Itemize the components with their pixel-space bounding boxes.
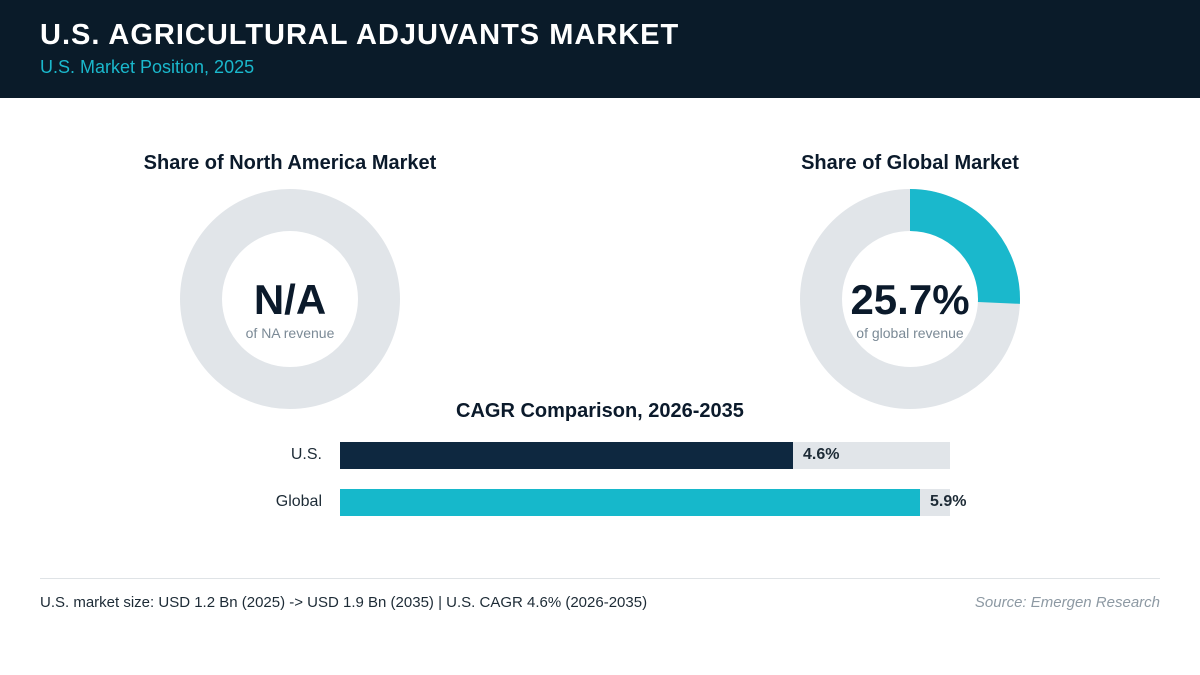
global-donut-title: Share of Global Market	[801, 152, 1019, 174]
global-share-value: 25.7%	[850, 276, 970, 323]
na-share-donut	[180, 189, 400, 409]
bar-global	[340, 489, 920, 516]
bar-track-global: 5.9%	[340, 489, 966, 516]
page-title: U.S. AGRICULTURAL ADJUVANTS MARKET	[40, 19, 680, 51]
source-credit: Source: Emergen Research	[974, 594, 1160, 611]
global-share-slice	[909, 189, 1020, 304]
bar-us	[340, 442, 793, 469]
page-subtitle: U.S. Market Position, 2025	[40, 57, 255, 77]
bar-value-us: 4.6%	[803, 446, 840, 463]
na-donut-title: Share of North America Market	[143, 152, 437, 174]
global-share-caption: of global revenue	[856, 325, 964, 341]
cagr-chart-title: CAGR Comparison, 2026-2035	[456, 400, 744, 422]
na-share-track	[180, 189, 400, 409]
footer-divider	[40, 578, 1160, 579]
market-size-note: U.S. market size: USD 1.2 Bn (2025) -> U…	[40, 594, 648, 611]
na-share-caption: of NA revenue	[245, 325, 335, 341]
global-share-donut	[800, 189, 1020, 409]
bar-label-us: U.S.	[290, 446, 322, 463]
na-share-value: N/A	[253, 276, 327, 323]
bar-label-global: Global	[275, 493, 322, 510]
header-banner: U.S. AGRICULTURAL ADJUVANTS MARKET U.S. …	[0, 0, 1200, 98]
bar-track-us: 4.6%	[340, 442, 950, 469]
bar-value-global: 5.9%	[930, 493, 967, 510]
